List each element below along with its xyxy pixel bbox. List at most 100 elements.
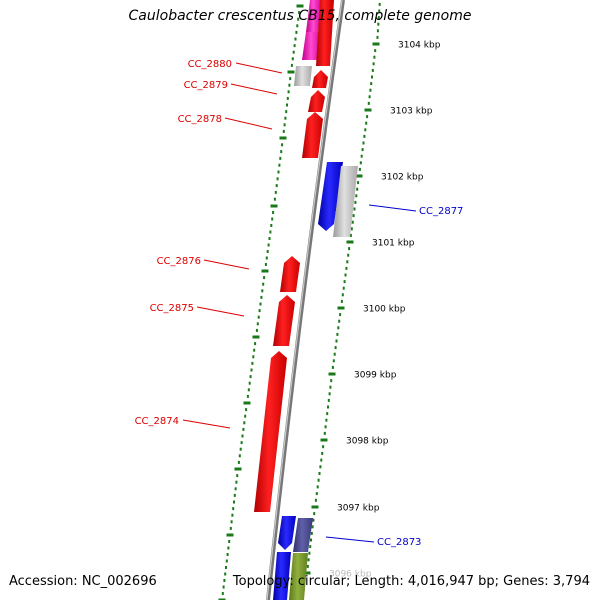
tick-label: 3101 kbp (372, 239, 415, 249)
accession-text: Accession: NC_002696 (9, 574, 157, 589)
gene-label[interactable]: CC_2874 (135, 416, 179, 427)
gene-label[interactable]: CC_2877 (419, 206, 463, 217)
major-tick (320, 438, 328, 442)
gene-CC_2875[interactable] (273, 295, 295, 346)
minor-tick (320, 458, 323, 462)
minor-tick (337, 326, 340, 330)
minor-tick (258, 309, 261, 313)
minor-tick (310, 531, 313, 535)
minor-tick (288, 83, 291, 87)
gene-block-grey-top[interactable] (294, 66, 312, 86)
gene-CC_2879[interactable] (308, 90, 325, 112)
minor-tick (355, 194, 358, 198)
minor-tick (373, 55, 376, 59)
minor-tick (357, 181, 360, 185)
gene-layer (254, 0, 358, 600)
minor-tick (378, 2, 381, 6)
gene-label-leader (224, 117, 273, 130)
major-tick (296, 4, 304, 8)
minor-tick (349, 233, 352, 237)
gene-block-purple[interactable] (293, 518, 313, 552)
minor-tick (368, 95, 371, 99)
minor-tick (323, 431, 326, 435)
minor-tick (316, 485, 319, 489)
genome-backbone-highlight (266, 0, 343, 600)
gene-CC_2873[interactable] (278, 516, 296, 550)
minor-tick (353, 207, 356, 211)
gene-CC_2878[interactable] (302, 112, 323, 158)
tick-label: 3097 kbp (337, 504, 380, 514)
minor-tick (308, 551, 311, 555)
gene-CC_2874[interactable] (254, 351, 287, 512)
gene-label-leader (182, 419, 231, 429)
minor-tick (342, 286, 345, 290)
gene-block-pink[interactable] (306, 0, 322, 32)
minor-tick (351, 220, 354, 224)
minor-tick (332, 359, 335, 363)
minor-tick (336, 332, 339, 336)
minor-tick (370, 82, 373, 86)
gene-label[interactable]: CC_2873 (377, 537, 421, 548)
minor-tick (224, 572, 227, 576)
minor-tick (371, 75, 373, 79)
summary-text: Topology: circular; Length: 4,016,947 bp… (232, 574, 590, 589)
minor-tick (311, 525, 314, 529)
minor-tick (343, 280, 346, 284)
minor-tick (241, 434, 244, 438)
gene-label-leader (368, 204, 417, 212)
gene-block-olive[interactable] (289, 553, 308, 600)
gene-label[interactable]: CC_2875 (150, 303, 194, 314)
gene-CC_2877[interactable] (318, 162, 343, 231)
minor-tick (230, 520, 233, 524)
minor-tick (310, 538, 312, 542)
minor-tick (268, 237, 271, 240)
minor-tick (226, 553, 229, 556)
minor-tick (334, 346, 337, 350)
gene-label-leader (203, 259, 250, 270)
minor-tick (251, 361, 254, 365)
gene-label[interactable]: CC_2876 (157, 256, 201, 267)
minor-tick (238, 454, 241, 458)
tick-label: 3100 kbp (363, 305, 406, 315)
minor-tick (248, 381, 251, 385)
tick-label: 3098 kbp (346, 437, 389, 447)
major-tick (346, 240, 354, 244)
major-tick (234, 467, 242, 471)
minor-tick (273, 197, 276, 201)
minor-tick (221, 592, 224, 595)
major-tick (218, 598, 226, 600)
minor-tick (275, 184, 278, 188)
minor-tick (235, 480, 238, 484)
minor-tick (335, 339, 338, 343)
minor-tick (296, 24, 299, 28)
minor-tick (250, 368, 253, 372)
minor-tick (293, 44, 296, 48)
gene-label[interactable]: CC_2879 (184, 80, 228, 91)
minor-tick (260, 295, 263, 299)
minor-tick (277, 170, 280, 174)
tick-label: 3103 kbp (390, 107, 433, 117)
tick-label: 3104 kbp (398, 41, 441, 51)
gene-label[interactable]: CC_2878 (178, 114, 222, 125)
gene-block-blue-low[interactable] (273, 552, 291, 600)
major-tick (270, 204, 278, 208)
genome-backbone (266, 0, 345, 600)
minor-tick (278, 163, 281, 167)
gene-block-grey-mid[interactable] (333, 166, 358, 237)
minor-tick (276, 177, 279, 181)
minor-tick (328, 392, 331, 396)
gene-block-red-top[interactable] (316, 0, 334, 66)
gene-CC_2876[interactable] (280, 256, 300, 292)
minor-tick (231, 513, 234, 517)
minor-tick (360, 154, 363, 158)
gene-CC_2880[interactable] (312, 70, 328, 88)
minor-tick (240, 441, 243, 445)
minor-tick (324, 425, 327, 429)
map-title: Caulobacter crescentus CB15, complete ge… (128, 8, 472, 24)
gene-label[interactable]: CC_2880 (188, 59, 232, 70)
minor-tick (374, 49, 377, 53)
minor-tick (222, 585, 225, 589)
minor-tick (348, 247, 351, 251)
minor-tick (372, 62, 375, 66)
major-tick (328, 372, 336, 376)
